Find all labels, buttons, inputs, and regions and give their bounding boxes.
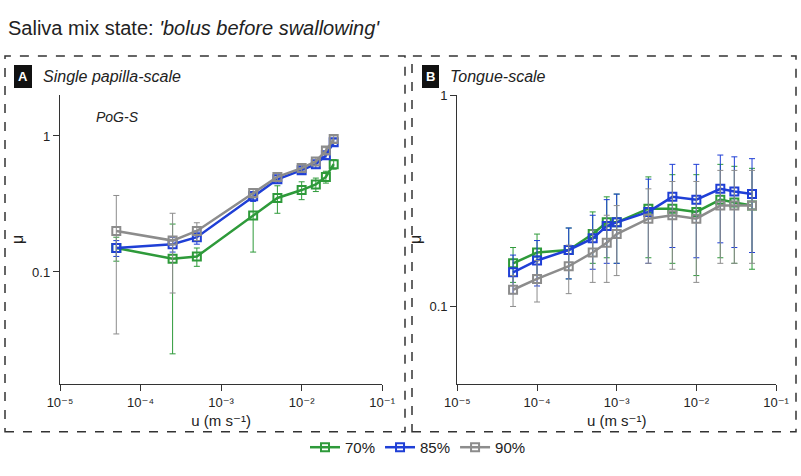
svg-text:μ: μ	[407, 235, 424, 244]
svg-text:90%: 90%	[495, 439, 525, 456]
svg-text:1: 1	[43, 128, 50, 143]
svg-text:u (m s⁻¹): u (m s⁻¹)	[587, 412, 647, 429]
svg-text:10⁻⁴: 10⁻⁴	[127, 395, 154, 410]
svg-text:10⁻⁴: 10⁻⁴	[524, 395, 551, 410]
svg-text:10⁻⁵: 10⁻⁵	[47, 395, 74, 410]
svg-text:10⁻²: 10⁻²	[289, 395, 315, 410]
svg-text:Tongue-scale: Tongue-scale	[450, 68, 546, 85]
svg-text:Single papilla-scale: Single papilla-scale	[43, 68, 181, 85]
svg-text:10⁻⁵: 10⁻⁵	[444, 395, 471, 410]
svg-text:10⁻¹: 10⁻¹	[763, 395, 789, 410]
svg-text:μ: μ	[9, 235, 26, 244]
svg-text:1: 1	[440, 88, 447, 103]
svg-text:85%: 85%	[420, 439, 450, 456]
svg-text:70%: 70%	[345, 439, 375, 456]
svg-text:PoG-S: PoG-S	[96, 109, 139, 125]
svg-text:Saliva mix state: 'bolus befor: Saliva mix state: 'bolus before swallowi…	[8, 17, 380, 39]
svg-text:10⁻¹: 10⁻¹	[369, 395, 395, 410]
svg-text:u (m s⁻¹): u (m s⁻¹)	[191, 412, 251, 429]
svg-text:0.1: 0.1	[430, 299, 448, 314]
svg-text:10⁻³: 10⁻³	[208, 395, 234, 410]
svg-text:B: B	[426, 69, 435, 84]
svg-text:A: A	[18, 69, 28, 84]
svg-text:0.1: 0.1	[32, 265, 50, 280]
svg-text:10⁻³: 10⁻³	[604, 395, 630, 410]
svg-text:10⁻²: 10⁻²	[684, 395, 710, 410]
